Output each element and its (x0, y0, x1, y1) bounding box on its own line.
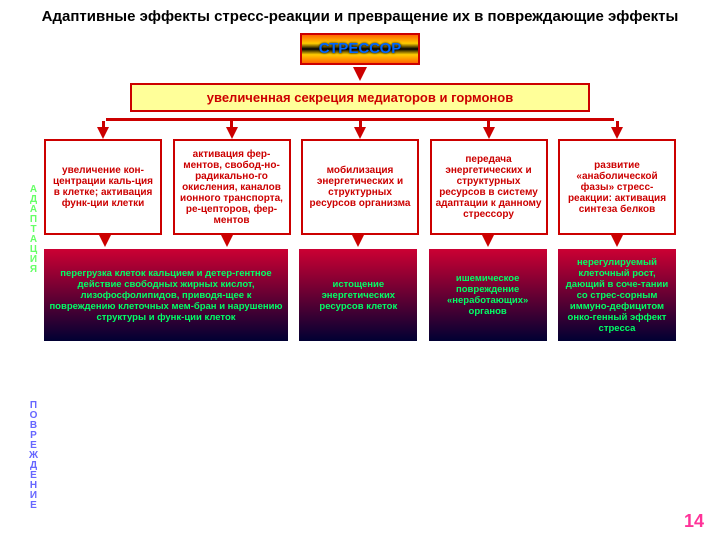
arrow-icon (482, 235, 494, 247)
adaptive-box-5: развитие «анаболической фазы» стресс-реа… (558, 139, 676, 235)
damage-box-1: перегрузка клеток кальцием и детер-гентн… (44, 249, 288, 341)
arrow-icon (226, 127, 238, 139)
arrow-icon (611, 127, 623, 139)
damage-box-4: нерегулируемый клеточный рост, дающий в … (558, 249, 676, 341)
arrow-row (0, 235, 720, 247)
damage-row: перегрузка клеток кальцием и детер-гентн… (0, 249, 720, 341)
adaptive-box-2: активация фер-ментов, свобод-но-радикаль… (173, 139, 291, 235)
damage-box-2: истощение энергетических ресурсов клеток (299, 249, 417, 341)
arrow-icon (97, 127, 109, 139)
stressor-box: СТРЕССОР (300, 33, 420, 65)
adaptive-row: увеличение кон-центрации каль-ция в клет… (0, 121, 720, 235)
arrow-icon (483, 127, 495, 139)
sidebar-label-damage: ПОВРЕЖДЕНИЕ (28, 400, 39, 510)
sidebar-label-adapt: АДАПТАЦИЯ (28, 184, 39, 274)
arrow-icon (221, 235, 233, 247)
adaptive-box-3: мобилизация энергетических и структурных… (301, 139, 419, 235)
arrow-icon (99, 235, 111, 247)
page-number: 14 (684, 511, 704, 532)
adaptive-box-1: увеличение кон-центрации каль-ция в клет… (44, 139, 162, 235)
mediators-box: увеличенная секреция медиаторов и гормон… (130, 83, 590, 112)
page-title: Адаптивные эффекты стресс-реакции и прев… (0, 0, 720, 29)
arrow-icon (611, 235, 623, 247)
adaptive-box-4: передача энергетических и структурных ре… (430, 139, 548, 235)
arrow-icon (353, 67, 367, 81)
arrow-icon (352, 235, 364, 247)
arrow-icon (354, 127, 366, 139)
damage-box-3: ишемическое повреждение «неработающих» о… (429, 249, 547, 341)
